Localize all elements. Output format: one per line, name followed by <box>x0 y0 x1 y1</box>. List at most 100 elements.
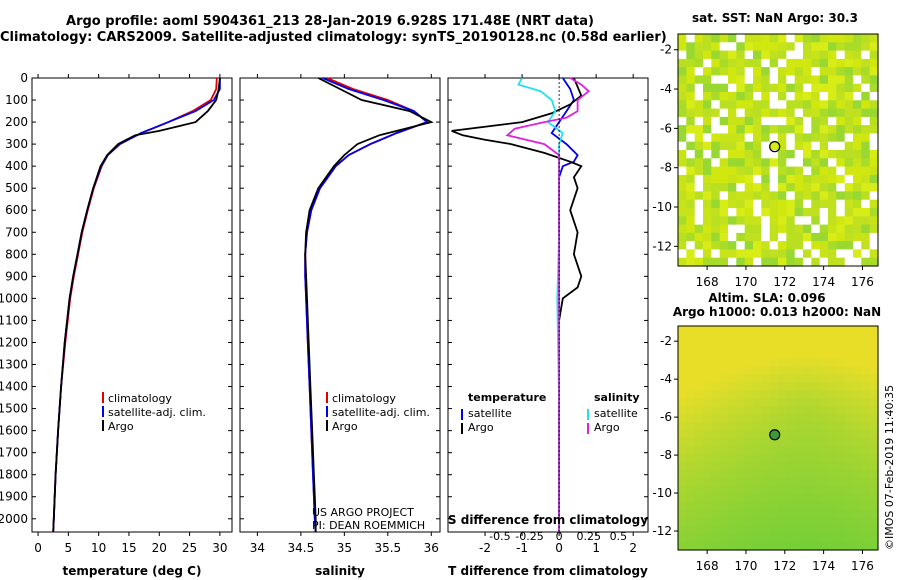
map-cell <box>828 374 837 383</box>
map-cell <box>736 75 746 85</box>
map-cell <box>711 534 721 543</box>
map-cell <box>853 216 862 226</box>
map-cell <box>736 478 746 487</box>
map-cell <box>719 75 729 85</box>
map-cell <box>736 374 746 383</box>
map-cell <box>686 350 696 359</box>
map-cell <box>736 133 746 143</box>
map-cell <box>819 100 829 110</box>
map-cell <box>811 141 821 151</box>
map-cell <box>736 486 746 495</box>
legend-title: temperature <box>468 391 546 404</box>
map-cell <box>678 478 687 487</box>
map-cell <box>794 462 804 471</box>
map-cell <box>819 446 829 455</box>
map-cell <box>861 358 871 367</box>
map-cell <box>678 422 687 431</box>
map-cell <box>753 390 762 399</box>
map-cell <box>803 208 812 217</box>
map-cell <box>811 510 821 519</box>
map-cell <box>703 67 712 76</box>
map-cell <box>803 58 812 68</box>
map-cell <box>869 486 879 495</box>
map-cell <box>803 216 812 226</box>
map-cell <box>711 34 721 43</box>
map-cell <box>753 75 762 85</box>
map-cell <box>769 116 779 126</box>
map-cell <box>819 382 829 391</box>
map-cell <box>853 232 862 242</box>
map-cell <box>861 125 871 134</box>
map-cell <box>719 390 729 399</box>
map-cell <box>819 174 829 184</box>
map-cell <box>819 34 829 43</box>
map-cell <box>794 92 804 101</box>
map-cell <box>786 398 796 407</box>
map-cell <box>719 133 729 143</box>
x-tick-label: 35.5 <box>374 541 401 555</box>
map-cell <box>686 58 696 68</box>
map-cell <box>836 125 846 134</box>
map-cell <box>811 166 821 176</box>
map-cell <box>678 116 687 126</box>
map-cell <box>844 191 854 201</box>
map-cell <box>703 542 712 551</box>
map-cell <box>678 92 687 101</box>
map-cell <box>844 83 854 93</box>
map-cell <box>786 108 796 118</box>
map-cell <box>828 406 837 415</box>
map-cell <box>778 92 787 101</box>
map-cell <box>861 58 871 68</box>
map-cell <box>819 249 829 259</box>
map-cell <box>861 75 871 85</box>
map-cell <box>753 510 762 519</box>
map-cell <box>719 502 729 511</box>
y-tick-label: -4 <box>660 82 672 96</box>
map-cell <box>844 257 854 267</box>
y-tick-label: 500 <box>5 181 28 195</box>
map-cell <box>694 326 704 335</box>
map-cell <box>753 125 762 134</box>
map-cell <box>836 438 846 447</box>
map-cell <box>769 158 779 168</box>
map-cell <box>853 478 862 487</box>
map-cell <box>769 83 779 93</box>
map-cell <box>786 478 796 487</box>
map-cell <box>844 526 854 535</box>
map-cell <box>703 42 712 52</box>
map-cell <box>803 470 812 479</box>
map-cell <box>753 326 762 335</box>
map-cell <box>836 166 846 176</box>
map-cell <box>811 67 821 76</box>
map-cell <box>769 257 779 267</box>
map-cell <box>753 67 762 76</box>
x-tick-label: -2 <box>479 541 491 555</box>
map-cell <box>819 526 829 535</box>
map-cell <box>744 108 754 118</box>
map-cell <box>728 100 737 110</box>
map-cell <box>853 326 862 335</box>
x-tick-label: 34 <box>250 541 265 555</box>
map-cell <box>811 430 821 439</box>
map-cell <box>836 150 846 159</box>
y-tick-label: 900 <box>5 269 28 283</box>
map-cell <box>861 486 871 495</box>
map-cell <box>811 108 821 118</box>
map-cell <box>828 216 837 226</box>
map-cell <box>836 398 846 407</box>
map-cell <box>861 191 871 201</box>
map-cell <box>744 191 754 201</box>
map-cell <box>794 350 804 359</box>
map-cell <box>819 366 829 375</box>
map-cell <box>869 526 879 535</box>
map-cell <box>761 334 771 343</box>
map-cell <box>786 526 796 535</box>
map-cell <box>744 510 754 519</box>
map-cell <box>794 366 804 375</box>
map-cell <box>778 542 787 551</box>
map-cell <box>686 257 696 267</box>
map-cell <box>761 398 771 407</box>
map-cell <box>811 502 821 511</box>
map-cell <box>819 350 829 359</box>
map-cell <box>753 494 762 503</box>
